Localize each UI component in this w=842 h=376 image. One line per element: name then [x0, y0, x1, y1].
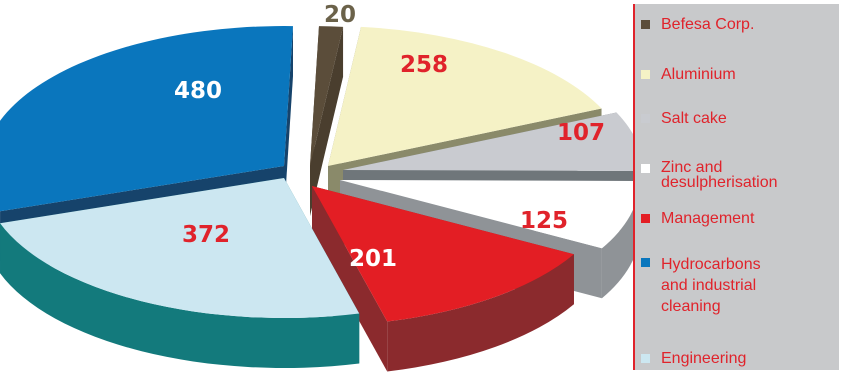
legend-item-engineering: Engineering	[641, 350, 747, 368]
slice-top	[312, 186, 574, 322]
slice-top	[0, 178, 360, 318]
legend-item-befesa: Befesa Corp.	[641, 16, 755, 34]
data-label: 372	[182, 222, 230, 248]
legend: Befesa Corp. Aluminium Salt cake Zinc an…	[633, 4, 839, 370]
legend-swatch	[641, 20, 650, 29]
legend-label: Zinc and desulpherisation	[661, 159, 778, 191]
data-label: 20	[324, 2, 356, 28]
data-label: 107	[557, 120, 605, 146]
legend-swatch	[641, 258, 650, 267]
data-label: 201	[349, 246, 397, 272]
data-label: 480	[174, 78, 222, 104]
legend-item-zinc: Zinc and desulpherisation	[641, 159, 778, 191]
slice-top	[0, 26, 293, 212]
legend-label: Aluminium	[661, 66, 736, 83]
pie-slice-engineering	[0, 178, 360, 368]
legend-label: Hydrocarbons and industrial cleaning	[661, 256, 761, 315]
legend-item-salt-cake: Salt cake	[641, 110, 727, 128]
legend-label: Befesa Corp.	[661, 16, 755, 33]
legend-label: Management	[661, 210, 755, 227]
data-label: 258	[400, 52, 448, 78]
legend-swatch	[641, 214, 650, 223]
legend-swatch	[641, 114, 650, 123]
legend-item-management: Management	[641, 210, 755, 228]
legend-swatch	[641, 70, 650, 79]
slice-top	[328, 26, 602, 166]
legend-item-hydrocarbons: Hydrocarbons and industrial cleaning	[641, 254, 761, 317]
slice-side	[0, 223, 360, 368]
slice-top	[340, 180, 640, 249]
slice-cut-face	[312, 186, 388, 372]
slice-cut-face	[310, 26, 344, 216]
data-label: 125	[520, 208, 568, 234]
pie-slice-management	[312, 186, 574, 372]
slice-top	[343, 112, 643, 171]
legend-swatch	[641, 354, 650, 363]
legend-label: Engineering	[661, 350, 747, 367]
slice-side	[387, 254, 574, 372]
pie-slice-befesa-corp-	[310, 26, 344, 217]
slice-side	[601, 180, 640, 299]
legend-item-aluminium: Aluminium	[641, 66, 736, 84]
legend-swatch	[641, 164, 650, 173]
slice-top	[310, 26, 344, 167]
legend-label: Salt cake	[661, 110, 727, 127]
slice-cut-face	[284, 26, 293, 217]
